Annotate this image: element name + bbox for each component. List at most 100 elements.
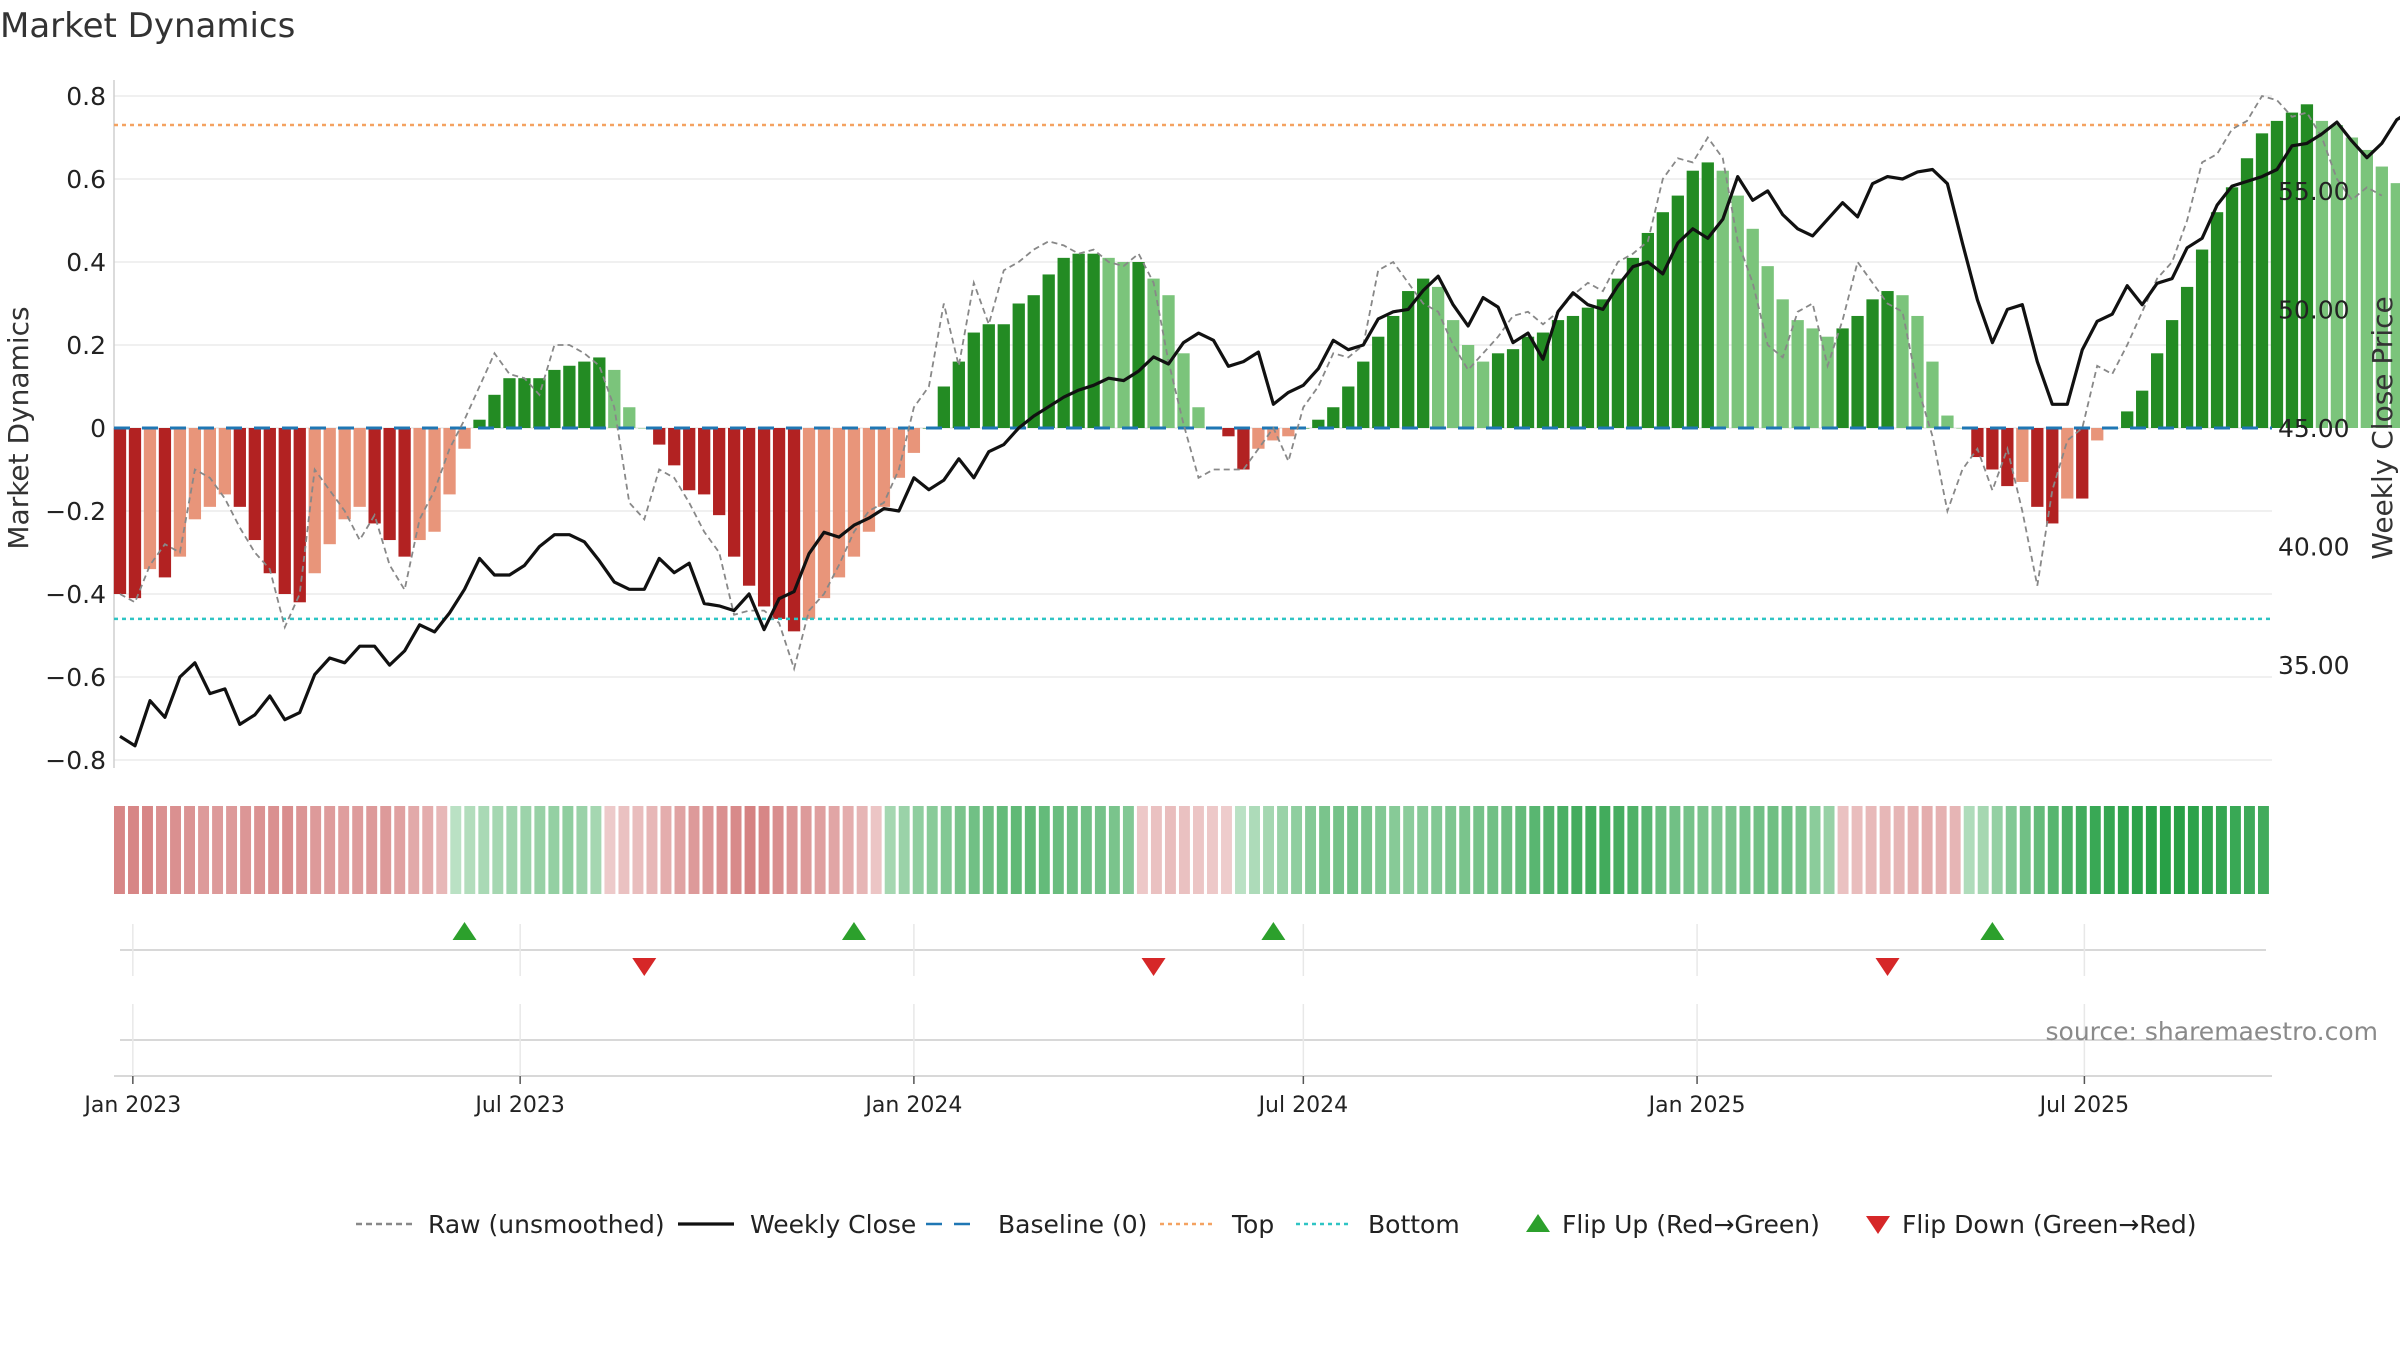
strip-cell bbox=[520, 806, 532, 894]
strip-cell bbox=[1305, 806, 1317, 894]
strip-cell bbox=[464, 806, 476, 894]
strip-cell bbox=[2145, 806, 2157, 894]
chart-title: Market Dynamics bbox=[0, 6, 296, 46]
x-axis: Jan 2023 Jul 2023 Jan 2024 Jul 2024 Jan 2025… bbox=[82, 924, 2272, 1118]
md-bar bbox=[518, 378, 531, 428]
md-bar bbox=[2345, 137, 2359, 428]
strip-cell bbox=[212, 806, 224, 894]
strip-cell bbox=[800, 806, 812, 894]
md-bar bbox=[608, 369, 621, 428]
strip-cell bbox=[548, 806, 560, 894]
md-bar bbox=[1252, 428, 1265, 449]
strip-cell bbox=[702, 806, 714, 894]
md-bar bbox=[2031, 428, 2044, 507]
md-bar bbox=[2300, 104, 2314, 429]
strip-cell bbox=[2117, 806, 2129, 894]
strip-cell bbox=[912, 806, 924, 894]
md-bar bbox=[2210, 212, 2224, 428]
x-tick-label: Jan 2024 bbox=[863, 1093, 962, 1118]
md-bar bbox=[1776, 299, 1789, 428]
strip-cell bbox=[1907, 806, 1919, 894]
y-tick-label-left: −0.4 bbox=[45, 580, 106, 609]
strip-cell bbox=[268, 806, 280, 894]
legend-item: Weekly Close bbox=[678, 1210, 916, 1239]
legend: Raw (unsmoothed) Weekly Close Baseline (0)… bbox=[356, 1210, 2197, 1239]
legend-label: Bottom bbox=[1368, 1210, 1460, 1239]
strip-cell bbox=[982, 806, 994, 894]
md-bar bbox=[1671, 195, 1684, 428]
flip-down-marker bbox=[1875, 958, 1900, 976]
strip-cell bbox=[2089, 806, 2101, 894]
md-bar bbox=[2330, 125, 2344, 429]
strip-cell bbox=[1893, 806, 1905, 894]
strip-cell bbox=[1263, 806, 1274, 894]
y-tick-label-right: 35.00 bbox=[2278, 651, 2350, 680]
md-bar bbox=[1626, 257, 1640, 428]
strip-cell bbox=[366, 806, 378, 894]
strip-cell bbox=[534, 806, 546, 894]
strip-cell bbox=[1361, 806, 1373, 894]
strip-cell bbox=[1193, 806, 1204, 894]
md-bar bbox=[1222, 428, 1235, 437]
strip-cell bbox=[184, 806, 195, 894]
md-bar bbox=[668, 428, 681, 466]
strip-cell bbox=[1010, 806, 1022, 894]
legend-label: Flip Up (Red→Green) bbox=[1562, 1210, 1820, 1239]
strip-cell bbox=[1122, 806, 1134, 894]
y-tick-label-left: 0.2 bbox=[66, 331, 106, 360]
x-tick-label: Jul 2025 bbox=[2038, 1093, 2130, 1118]
x-tick-label: Jan 2025 bbox=[1647, 1093, 1746, 1118]
strip-cell bbox=[646, 806, 658, 894]
strip-cell bbox=[1207, 806, 1218, 894]
md-bar bbox=[877, 428, 891, 507]
strip-cell bbox=[2159, 806, 2171, 894]
legend-label: Top bbox=[1231, 1210, 1274, 1239]
md-bar bbox=[2225, 187, 2239, 428]
md-bar bbox=[1072, 253, 1085, 428]
strip-cell bbox=[1024, 806, 1036, 894]
strip-cell bbox=[1136, 806, 1148, 894]
strip-cell bbox=[1319, 806, 1331, 894]
strip-cell bbox=[2201, 806, 2213, 894]
reference-lines bbox=[114, 123, 2272, 621]
strip-cell bbox=[1725, 806, 1737, 894]
md-bar bbox=[1446, 320, 1460, 428]
strip-cell bbox=[1445, 806, 1457, 894]
md-bar bbox=[1866, 299, 1879, 428]
legend-swatch bbox=[1526, 1214, 1550, 1232]
md-bar bbox=[1731, 195, 1744, 428]
md-bar bbox=[967, 332, 980, 428]
md-bar bbox=[2061, 428, 2074, 499]
legend-label: Raw (unsmoothed) bbox=[428, 1210, 665, 1239]
raw-series bbox=[119, 94, 2383, 672]
strip-cell bbox=[1963, 806, 1975, 894]
md-bar bbox=[1926, 361, 1939, 428]
md-bar bbox=[2360, 149, 2373, 428]
strip-cell bbox=[590, 806, 602, 894]
strip-cell bbox=[324, 806, 336, 894]
y-tick-label-left: 0 bbox=[90, 414, 106, 443]
flip-up-marker bbox=[1261, 922, 1286, 940]
strip-cell bbox=[1865, 806, 1877, 894]
md-bar bbox=[1581, 307, 1595, 428]
md-bar bbox=[1806, 328, 1819, 428]
md-bar bbox=[398, 428, 411, 557]
md-bar bbox=[2001, 428, 2014, 487]
strip-cell bbox=[198, 806, 210, 894]
md-bar bbox=[937, 386, 950, 428]
md-bar bbox=[817, 428, 831, 599]
md-bar bbox=[263, 428, 276, 574]
md-bar bbox=[1461, 345, 1475, 428]
strip-cell bbox=[1487, 806, 1499, 894]
strip-cell bbox=[1767, 806, 1779, 894]
y-tick-label-left: 0.8 bbox=[66, 82, 106, 111]
strip-cell bbox=[870, 806, 882, 894]
y-tick-label-right: 40.00 bbox=[2278, 533, 2350, 562]
md-bar bbox=[578, 361, 591, 428]
strip-cell bbox=[254, 806, 266, 894]
md-bar bbox=[1761, 266, 1774, 428]
md-bar bbox=[1177, 353, 1190, 428]
md-bar bbox=[787, 428, 801, 632]
md-bar bbox=[1132, 262, 1145, 428]
md-bar bbox=[1656, 212, 1669, 428]
